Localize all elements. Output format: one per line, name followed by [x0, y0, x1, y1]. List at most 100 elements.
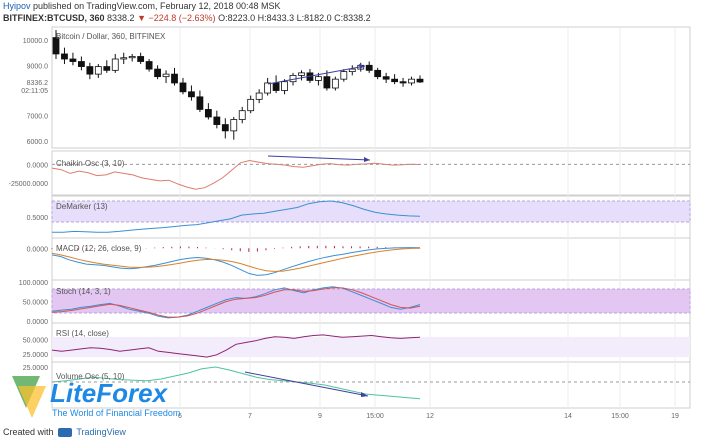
candle — [171, 73, 178, 84]
price-trendline — [267, 65, 366, 85]
stoch-panel-title: Stoch (14, 3, 1) — [56, 287, 111, 296]
volosc-panel-title: Volume Osc (5, 10) — [56, 372, 125, 381]
candle — [128, 56, 136, 59]
candle — [264, 82, 272, 94]
candle — [196, 96, 204, 110]
volosc-trendline — [244, 371, 369, 397]
price-change: ▼ −224.8 (−2.63%) — [137, 13, 216, 23]
candle — [86, 66, 94, 75]
candle — [323, 76, 331, 89]
demarker-tick-label: 0.5000 — [27, 215, 49, 222]
candle — [162, 73, 170, 78]
candle — [399, 81, 407, 84]
candle — [230, 119, 238, 132]
panel-frame-0 — [51, 26, 691, 149]
candle — [391, 78, 399, 83]
candle — [61, 53, 68, 60]
macd-panel-title: MACD (12, 26, close, 9) — [56, 244, 142, 253]
time-tick-label: 19 — [671, 413, 679, 420]
rsi-tick-label: 50.0000 — [23, 338, 48, 345]
time-tick-label: 15:00 — [611, 413, 629, 420]
time-tick-label: 9 — [318, 413, 322, 420]
candle — [272, 82, 280, 91]
candle — [331, 78, 339, 89]
candle — [179, 82, 187, 93]
candle — [340, 71, 348, 80]
stoch-tick-label: 100.0000 — [19, 280, 48, 287]
panel-frame-3 — [51, 237, 691, 281]
candle — [154, 68, 161, 78]
stoch-band — [51, 288, 691, 314]
candle — [365, 64, 373, 71]
symbol-line: BITFINEX:BTCUSD, 360 8338.2 ▼ −224.8 (−2… — [3, 13, 371, 23]
price-tick-label: 9000.0 — [27, 63, 49, 70]
macd-line-0 — [51, 247, 421, 276]
demarker-line-0 — [52, 200, 421, 233]
candle — [204, 109, 212, 118]
candle — [137, 56, 145, 62]
candle — [382, 76, 390, 80]
demarker-panel-title: DeMarker (13) — [56, 202, 108, 211]
stoch-tick-label: 50.0000 — [23, 300, 48, 307]
candle — [221, 124, 229, 132]
candle — [94, 66, 102, 75]
rsi-line-0 — [51, 334, 421, 358]
tradingview-icon — [58, 428, 73, 438]
chaikin-trend-arrow — [364, 157, 370, 162]
author-link[interactable]: Hyipov — [3, 1, 31, 11]
logo-tagline: The World of Financial Freedom — [52, 408, 180, 418]
candle — [111, 58, 119, 71]
rsi-tick-label: 25.0000 — [23, 352, 48, 359]
published-text: published on TradingView.com, February 1… — [33, 1, 281, 11]
footer: Created with TradingView — [3, 427, 126, 438]
candle — [374, 69, 382, 78]
candle — [315, 76, 322, 81]
symbol: BITFINEX:BTCUSD, 360 — [3, 13, 105, 23]
time-tick-label: 7 — [248, 413, 252, 420]
time-tick-label: 14 — [564, 413, 572, 420]
price-tick-label: 10000.0 — [23, 38, 48, 45]
price-tick-label: 7000.0 — [27, 114, 49, 121]
candle — [281, 81, 288, 91]
candle — [238, 110, 246, 120]
publish-line: Hyipov published on TradingView.com, Feb… — [3, 1, 281, 11]
price-trend-arrow — [359, 64, 365, 69]
candle — [52, 37, 60, 55]
candle — [69, 58, 77, 62]
candle — [298, 72, 305, 76]
panel-frame-6 — [51, 361, 691, 409]
chaikin-panel-title: Chaikin Osc (3, 10) — [56, 159, 125, 168]
price-panel-title: Bitcoin / Dollar, 360, BITFINEX — [56, 32, 166, 41]
time-tick-label: 6 — [178, 413, 182, 420]
chaikin-trendline — [267, 155, 371, 161]
candle — [77, 61, 85, 67]
candle — [213, 116, 221, 125]
stoch-tick-label: 0.0000 — [27, 319, 49, 326]
price-tick-label: 8336.2 — [27, 80, 49, 87]
panel-frame-1 — [51, 150, 691, 196]
candle — [247, 98, 255, 112]
volosc-tick-label: 25.0000 — [23, 365, 48, 372]
candle — [120, 57, 128, 60]
volosc-line-0 — [51, 366, 421, 400]
price-tick-label: 02:11:05 — [21, 88, 48, 95]
candle — [408, 78, 415, 84]
candle — [255, 92, 263, 100]
logo-brand: LiteForex — [50, 378, 169, 408]
time-tick-label: 12 — [426, 413, 434, 420]
macd-line-1 — [51, 247, 421, 272]
chaikin-tick-label: 0.0000 — [27, 162, 49, 169]
candle — [416, 78, 424, 83]
chaikin-tick-label: -25000.0000 — [9, 181, 48, 188]
candle — [145, 61, 153, 70]
ohlc-values: O:8223.0 H:8433.3 L:8182.0 C:8338.2 — [218, 13, 371, 23]
macd-tick-label: 0.0000 — [27, 246, 49, 253]
created-with-text: Created with — [3, 427, 54, 437]
tradingview-link[interactable]: TradingView — [76, 427, 126, 437]
price-tick-label: 6000.0 — [27, 139, 49, 146]
time-tick-label: 15:00 — [366, 413, 384, 420]
stoch-line-1 — [51, 287, 421, 318]
volosc-trend-arrow — [361, 392, 368, 397]
candle — [348, 68, 356, 73]
